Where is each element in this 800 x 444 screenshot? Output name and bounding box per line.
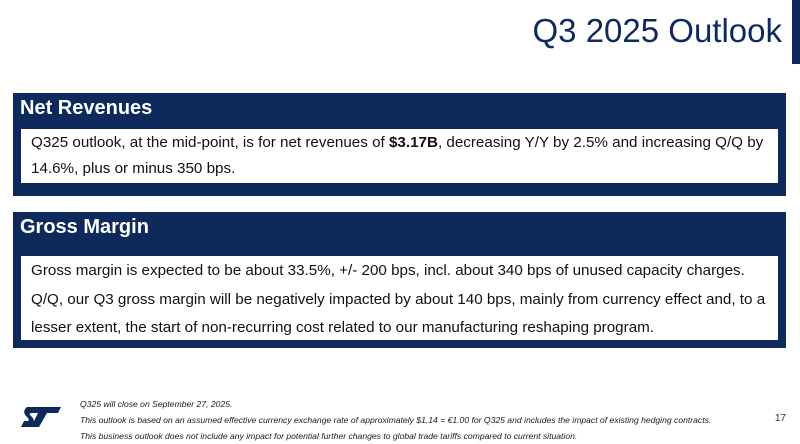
gross-margin-section: Gross Margin Gross margin is expected to… xyxy=(13,212,786,348)
net-revenues-text-post: , decreasing Y/Y by 2.5% and increasing … xyxy=(31,134,764,177)
gross-margin-body: Gross margin is expected to be about 33.… xyxy=(21,256,778,340)
st-logo-graphic xyxy=(21,407,61,427)
net-revenues-value: $3.17B xyxy=(388,134,438,151)
footnote-1: Q325 will close on September 27, 2025. xyxy=(80,399,233,409)
accent-bar xyxy=(792,0,800,64)
gross-margin-line-1: Gross margin is expected to be about 33.… xyxy=(31,262,745,279)
footnote-3: This business outlook does not include a… xyxy=(80,431,578,441)
st-logo-icon xyxy=(19,405,63,429)
gross-margin-line-2: Q/Q, our Q3 gross margin will be negativ… xyxy=(31,290,766,337)
net-revenues-text-pre: Q325 outlook, at the mid-point, is for n… xyxy=(31,134,389,151)
gross-margin-header: Gross Margin xyxy=(20,216,149,238)
net-revenues-header: Net Revenues xyxy=(20,97,153,119)
footnote-2: This outlook is based on an assumed effe… xyxy=(80,415,712,425)
page-number: 17 xyxy=(774,413,786,424)
net-revenues-section: Net Revenues Q325 outlook, at the mid-po… xyxy=(13,93,786,196)
net-revenues-body: Q325 outlook, at the mid-point, is for n… xyxy=(21,129,778,183)
footnotes: Q325 will close on September 27, 2025. T… xyxy=(80,396,770,444)
page-title: Q3 2025 Outlook xyxy=(532,12,783,49)
